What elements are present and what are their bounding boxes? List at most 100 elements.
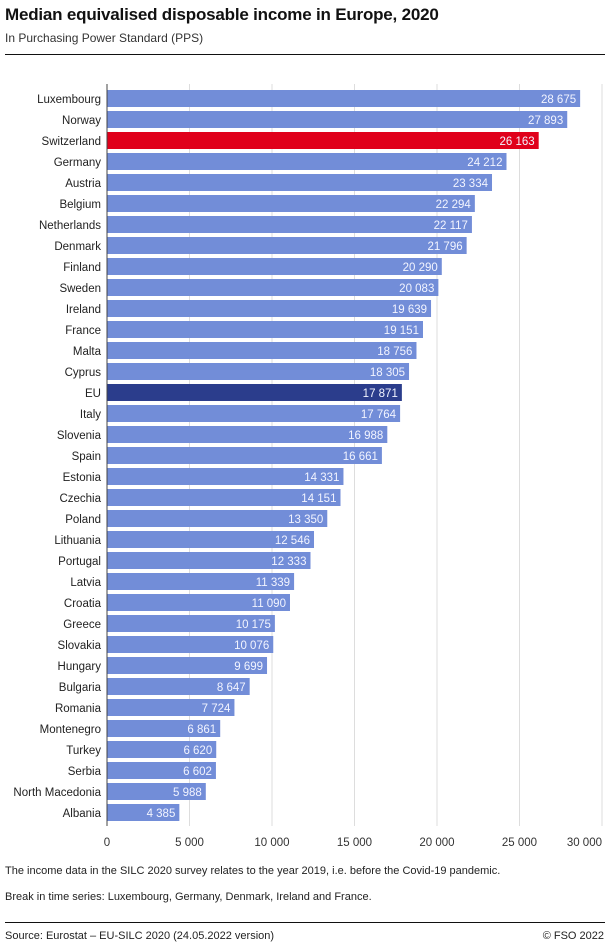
bar-hungary (107, 657, 268, 674)
bar-luxembourg (107, 90, 581, 107)
category-label: Sweden (59, 283, 101, 295)
bar-eu (107, 384, 402, 401)
bar-portugal (107, 552, 311, 569)
category-label: Italy (80, 409, 101, 421)
category-label: Czechia (59, 493, 101, 505)
bar-belgium (107, 195, 475, 212)
category-label: Romania (55, 703, 102, 715)
value-label: 8 647 (217, 682, 246, 694)
category-label: Greece (63, 619, 101, 631)
value-label: 22 117 (434, 220, 468, 232)
bar-denmark (107, 237, 467, 254)
category-label: Austria (65, 178, 101, 190)
bar-sweden (107, 279, 439, 296)
value-label: 11 339 (256, 577, 290, 589)
bar-ireland (107, 300, 432, 317)
value-label: 6 620 (183, 745, 212, 757)
category-label: Cyprus (65, 367, 102, 379)
value-label: 16 661 (343, 451, 378, 463)
bar-estonia (107, 468, 344, 485)
value-label: 18 756 (377, 346, 412, 358)
value-label: 14 331 (304, 472, 339, 484)
bar-north-macedonia (107, 783, 206, 800)
x-tick-label: 5 000 (175, 837, 204, 849)
bar-serbia (107, 762, 216, 779)
value-label: 22 294 (436, 199, 472, 211)
value-label: 16 988 (348, 430, 383, 442)
category-label: Serbia (68, 766, 102, 778)
bar-france (107, 321, 423, 338)
bar-austria (107, 174, 493, 191)
copyright-text: © FSO 2022 (542, 930, 604, 942)
value-label: 26 163 (500, 136, 535, 148)
bar-romania (107, 699, 235, 716)
bar-cyprus (107, 363, 410, 380)
category-label: Belgium (59, 199, 101, 211)
bar-lithuania (107, 531, 315, 548)
bar-netherlands (107, 216, 472, 233)
category-label: Bulgaria (59, 682, 102, 694)
category-label: EU (85, 388, 101, 400)
value-label: 6 602 (183, 766, 212, 778)
bottom-divider (5, 922, 605, 923)
x-tick-label: 10 000 (254, 837, 289, 849)
x-tick-label: 20 000 (419, 837, 454, 849)
bar-croatia (107, 594, 290, 611)
category-label: Estonia (63, 472, 102, 484)
chart-title: Median equivalised disposable income in … (5, 5, 439, 24)
category-label: Denmark (54, 241, 101, 253)
value-label: 19 151 (384, 325, 419, 337)
bar-albania (107, 804, 180, 821)
bar-spain (107, 447, 382, 464)
value-label: 17 871 (363, 388, 398, 400)
bar-latvia (107, 573, 295, 590)
category-label: Latvia (70, 577, 101, 589)
bar-finland (107, 258, 442, 275)
bar-switzerland (107, 132, 539, 149)
value-label: 10 175 (236, 619, 271, 631)
category-label: Norway (62, 115, 101, 127)
value-label: 18 305 (370, 367, 405, 379)
category-label: Switzerland (42, 136, 101, 148)
value-label: 24 212 (467, 157, 502, 169)
bar-slovakia (107, 636, 274, 653)
category-label: Albania (63, 808, 102, 820)
x-tick-label: 25 000 (502, 837, 537, 849)
value-label: 27 893 (528, 115, 563, 127)
bar-greece (107, 615, 275, 632)
value-label: 4 385 (147, 808, 176, 820)
value-label: 11 090 (252, 598, 286, 610)
x-tick-label: 15 000 (337, 837, 372, 849)
note-survey-year: The income data in the SILC 2020 survey … (5, 865, 501, 877)
bar-italy (107, 405, 401, 422)
bar-turkey (107, 741, 217, 758)
category-label: Luxembourg (37, 94, 101, 106)
category-label: Malta (73, 346, 102, 358)
bar-malta (107, 342, 417, 359)
category-label: Spain (72, 451, 101, 463)
value-label: 10 076 (234, 640, 269, 652)
category-label: Netherlands (39, 220, 101, 232)
bar-germany (107, 153, 507, 170)
category-label: Turkey (66, 745, 101, 757)
value-label: 13 350 (288, 514, 323, 526)
chart-subtitle: In Purchasing Power Standard (PPS) (5, 31, 204, 45)
category-label: Germany (54, 157, 102, 169)
value-label: 12 546 (275, 535, 310, 547)
source-text: Source: Eurostat – EU-SILC 2020 (24.05.2… (5, 930, 275, 942)
x-tick-label: 30 000 (567, 837, 602, 849)
value-label: 6 861 (187, 724, 216, 736)
bar-slovenia (107, 426, 388, 443)
value-label: 5 988 (173, 787, 202, 799)
value-label: 14 151 (301, 493, 336, 505)
top-divider (5, 54, 605, 55)
bar-norway (107, 111, 568, 128)
bar-czechia (107, 489, 341, 506)
category-label: Portugal (58, 556, 101, 568)
value-label: 12 333 (271, 556, 306, 568)
value-label: 21 796 (427, 241, 462, 253)
value-label: 9 699 (234, 661, 263, 673)
category-label: Ireland (66, 304, 101, 316)
bar-bulgaria (107, 678, 250, 695)
category-label: Poland (65, 514, 101, 526)
